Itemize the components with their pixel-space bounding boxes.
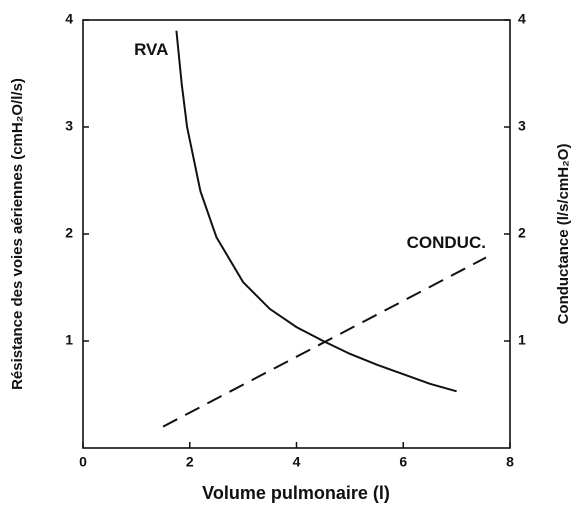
- y2-tick-label: 3: [518, 118, 526, 134]
- x-tick-label: 6: [399, 454, 407, 470]
- y2-tick-label: 1: [518, 332, 526, 348]
- x-tick-label: 4: [293, 454, 301, 470]
- y-tick-label: 4: [65, 11, 73, 27]
- x-tick-label: 2: [186, 454, 194, 470]
- y-axis-label: Résistance des voies aériennes (cmH₂O/l/…: [9, 78, 26, 390]
- series-label: CONDUC.: [407, 233, 486, 252]
- series-line: [175, 30, 457, 393]
- y-tick-label: 2: [65, 225, 73, 241]
- series-label: RVA: [134, 40, 168, 59]
- y-tick-label: 3: [65, 118, 73, 134]
- x-tick-label: 8: [506, 454, 514, 470]
- y2-tick-label: 2: [518, 225, 526, 241]
- series-line: [162, 256, 487, 428]
- y2-tick-label: 4: [518, 11, 526, 27]
- x-tick-label: 0: [79, 454, 87, 470]
- x-axis-label: Volume pulmonaire (l): [202, 483, 390, 503]
- y-tick-label: 1: [65, 332, 73, 348]
- y2-axis-label: Conductance (l/s/cmH₂O): [555, 144, 572, 325]
